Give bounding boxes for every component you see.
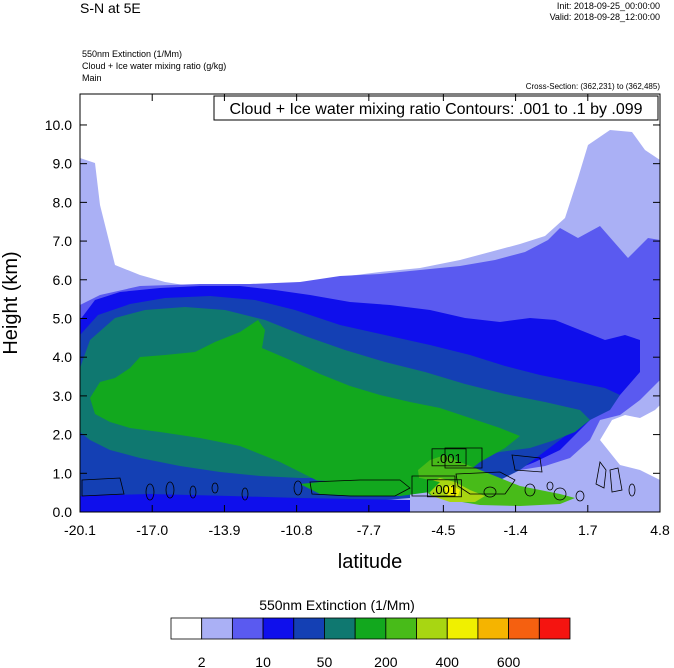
contour-line [511, 454, 543, 473]
colorbar-swatch [477, 617, 510, 640]
field-line-cloud-ice: Cloud + Ice water mixing ratio (g/kg) [82, 61, 227, 71]
colorbar-swatch [416, 617, 448, 640]
y-axis-label: Height (km) [0, 251, 22, 354]
x-tick-label: 1.7 [578, 522, 598, 538]
colorbar-label: 200 [374, 654, 398, 668]
x-axis-label: latitude [338, 551, 403, 573]
colorbar-swatch [446, 617, 479, 640]
extinction-region-yellow [444, 485, 460, 496]
x-tick-label: -20.1 [64, 522, 96, 538]
y-tick-label: 4.0 [53, 349, 73, 365]
contour-label-box [426, 479, 462, 498]
plot-frame [79, 93, 661, 513]
y-tick-label: 5.0 [53, 310, 73, 326]
init-time: Init: 2018-09-25_00:00:00 [556, 1, 660, 11]
extinction-fill [80, 94, 660, 512]
x-tick-label: -4.5 [431, 522, 455, 538]
colorbar-swatch [262, 617, 295, 640]
colorbar-label: 10 [255, 654, 271, 668]
colorbar-swatch [170, 617, 203, 640]
y-tick-label: 0.0 [53, 504, 73, 520]
colorbar-swatch [324, 617, 356, 640]
main-title: S-N at 5E [80, 0, 141, 16]
contour-line [309, 479, 411, 497]
cross-section-label: Cross-Section: (362,231) to (362,485) [525, 82, 660, 91]
colorbar-label: 400 [436, 654, 460, 668]
extinction-region-white-patch [600, 405, 660, 480]
colorbar-swatch [354, 617, 387, 640]
x-tick-label: -10.8 [281, 522, 313, 538]
contour-line [609, 467, 623, 493]
contour-line [81, 477, 125, 497]
contour-labels: .001 .001 [426, 448, 467, 498]
contour-line [411, 475, 456, 497]
field-line-extinction: 550nm Extinction (1/Mm) [82, 49, 183, 59]
contour-info-box [213, 95, 659, 121]
contour-cell [189, 485, 197, 499]
contour-cell [165, 481, 175, 499]
colorbar-swatch [231, 617, 264, 640]
colorbar-swatch [293, 617, 325, 640]
contour-cell [145, 483, 155, 501]
contour-line [455, 471, 516, 495]
y-tick-label: 8.0 [53, 194, 73, 210]
contour-label-box [431, 448, 467, 467]
x-tick-label: -13.9 [208, 522, 240, 538]
colorbar-title: 550nm Extinction (1/Mm) [259, 597, 415, 613]
x-tick-label: -17.0 [136, 522, 168, 538]
extinction-region-surface-green [300, 478, 440, 496]
x-tick-label: -7.7 [357, 522, 381, 538]
extinction-region-surface-blue [80, 494, 410, 512]
contour-cell [293, 480, 303, 496]
y-axis: 0.0 1.0 2.0 3.0 4.0 5.0 6.0 7.0 8.0 9.0 10.0 [45, 117, 660, 520]
extinction-region-green [90, 320, 520, 495]
colorbar-label: 50 [317, 654, 333, 668]
y-tick-label: 9.0 [53, 156, 73, 172]
contour-label: .001 [436, 451, 461, 466]
y-tick-label: 7.0 [53, 233, 73, 249]
mixing-ratio-contours [81, 447, 636, 502]
contour-cell [524, 483, 536, 497]
contour-cell [211, 482, 219, 494]
y-tick-label: 1.0 [53, 465, 73, 481]
x-tick-label: -1.4 [504, 522, 528, 538]
colorbar-swatch [508, 617, 540, 640]
colorbar: 2 10 50 200 400 600 [170, 617, 571, 668]
field-line-main: Main [82, 73, 102, 83]
x-tick-label: 4.8 [650, 522, 670, 538]
y-tick-label: 3.0 [53, 388, 73, 404]
y-tick-label: 10.0 [45, 117, 72, 133]
contour-label: .001 [432, 482, 457, 497]
x-axis: -20.1 -17.0 -13.9 -10.8 -7.7 -4.5 -1.4 1.7 4.8 [64, 94, 670, 538]
contour-info-text: Cloud + Ice water mixing ratio Contours:… [229, 101, 642, 118]
y-tick-label: 6.0 [53, 272, 73, 288]
contour-cell [628, 483, 636, 497]
contour-cell [553, 487, 567, 501]
contour-cell [575, 490, 585, 502]
contour-cell [241, 487, 249, 501]
contour-cell [483, 486, 497, 498]
colorbar-swatch [538, 617, 571, 640]
contour-line [595, 461, 607, 489]
colorbar-swatch [385, 617, 417, 640]
contour-line [444, 447, 483, 469]
contour-cell [546, 481, 554, 491]
colorbar-label: 600 [497, 654, 521, 668]
y-tick-label: 2.0 [53, 427, 73, 443]
colorbar-label: 2 [198, 654, 206, 668]
colorbar-swatch [201, 617, 233, 640]
valid-time: Valid: 2018-09-28_12:00:00 [549, 12, 660, 22]
